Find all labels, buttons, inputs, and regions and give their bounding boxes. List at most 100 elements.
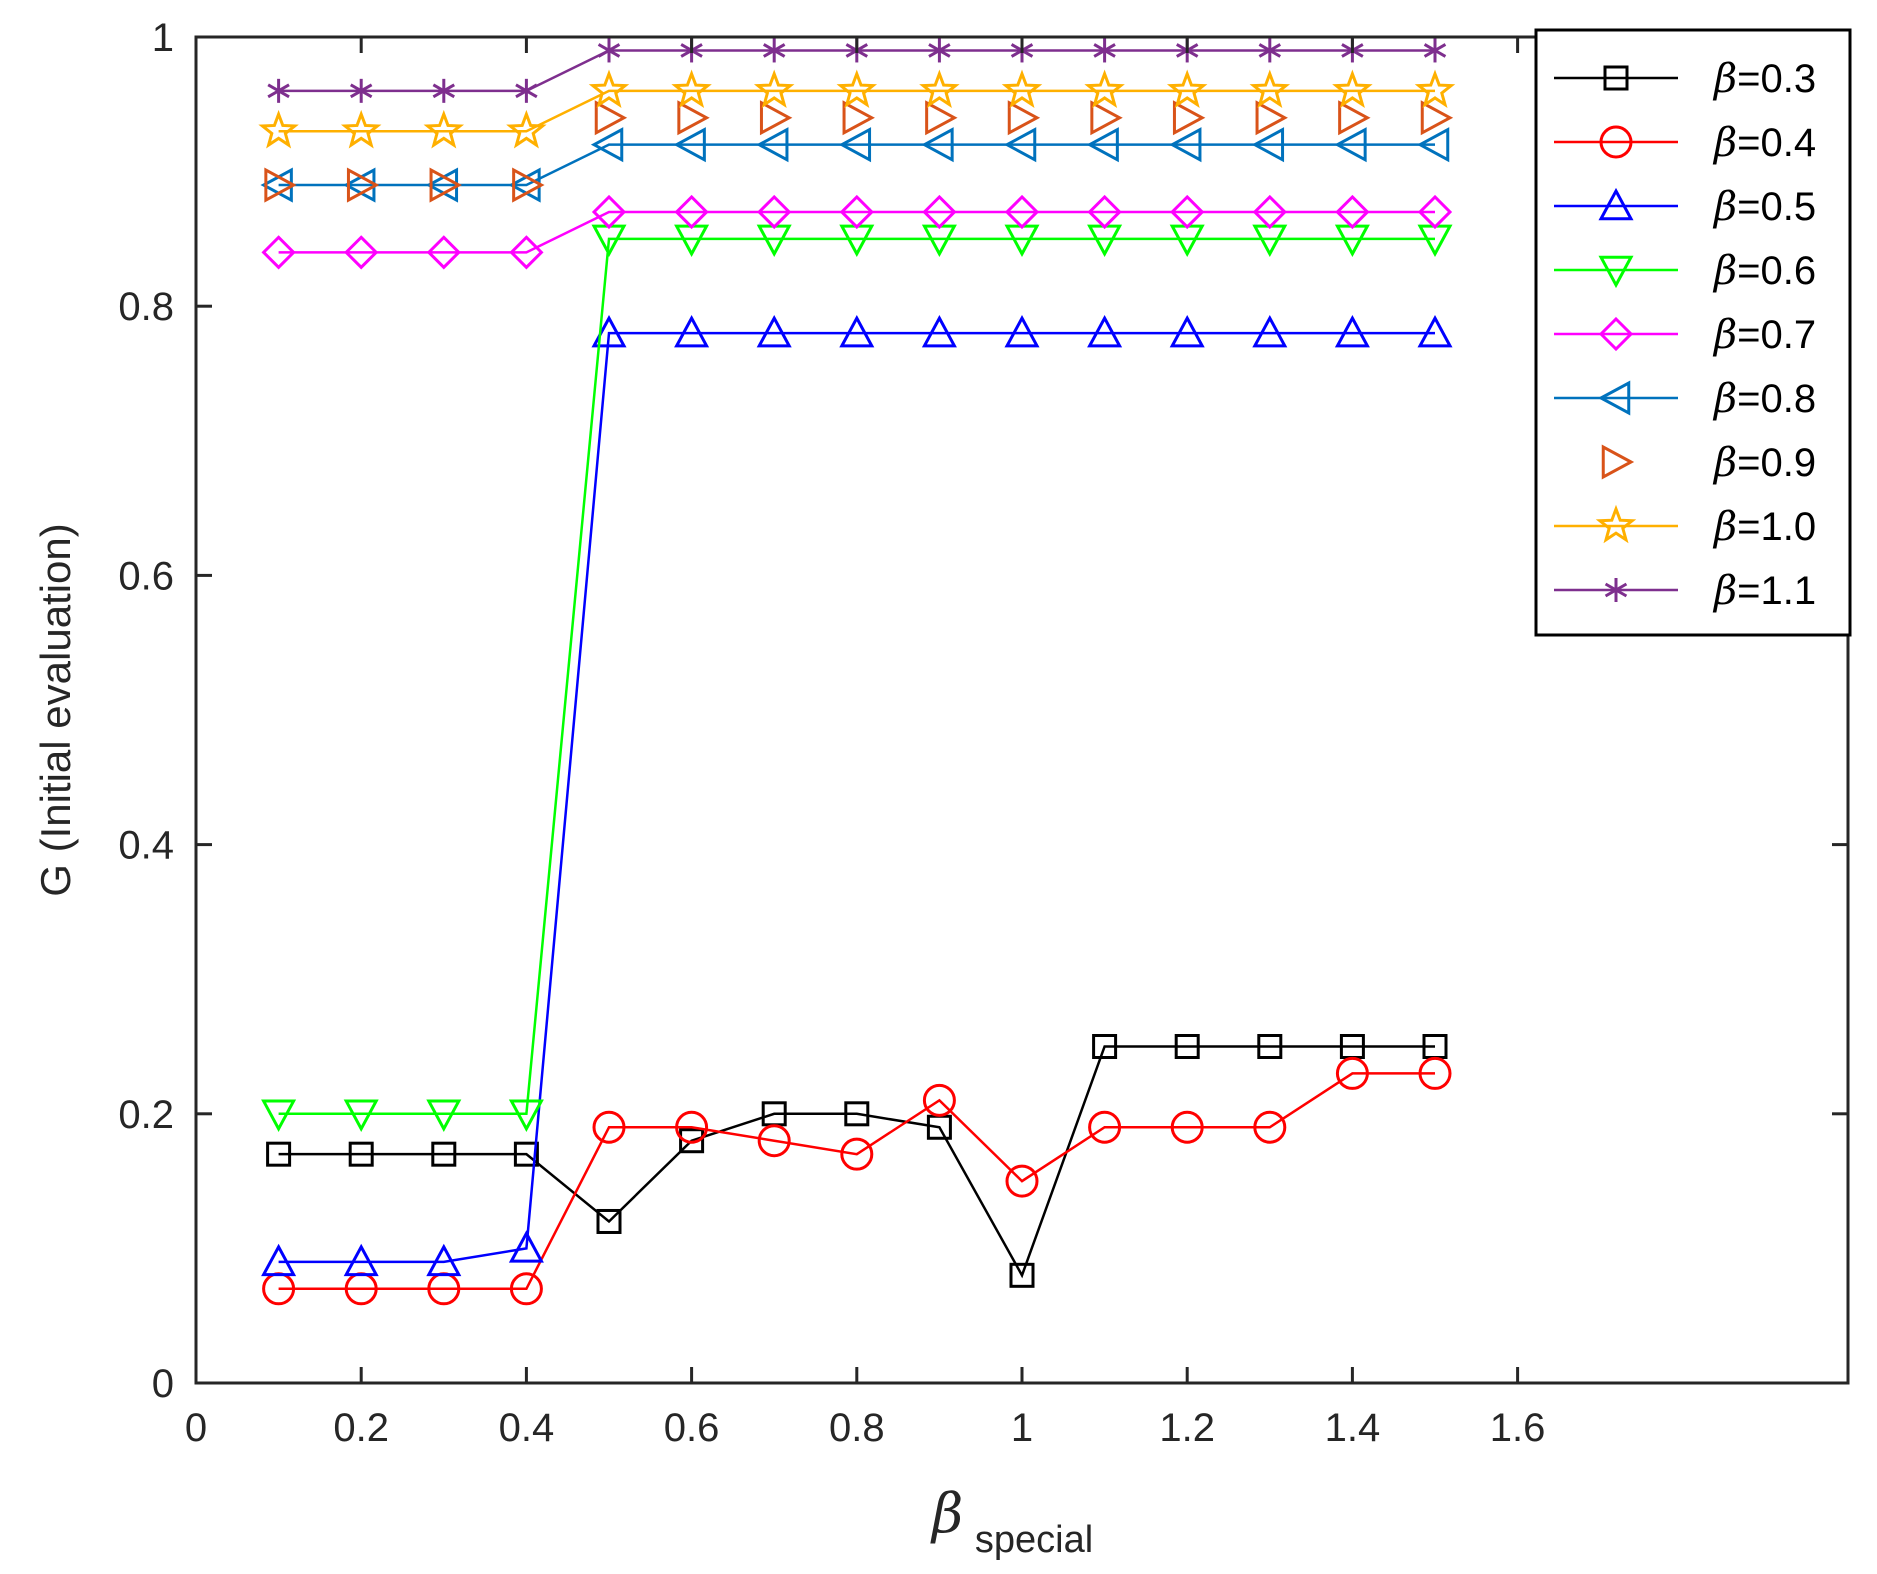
data-point xyxy=(350,78,373,103)
data-point xyxy=(674,194,709,230)
data-point xyxy=(756,127,789,163)
legend-label-symbol: β xyxy=(1712,568,1737,614)
data-point xyxy=(1170,1110,1204,1144)
legend-label-value: =0.3 xyxy=(1737,57,1816,101)
legend-item: β=0.5 xyxy=(1554,184,1816,230)
legend-label-symbol: β xyxy=(1712,376,1737,422)
x-tick-label: 1 xyxy=(1011,1406,1033,1450)
data-point xyxy=(508,1099,544,1132)
data-point xyxy=(1090,100,1123,136)
data-point xyxy=(1417,194,1453,230)
legend-item: β=1.1 xyxy=(1554,568,1816,614)
series-line xyxy=(278,1072,1435,1291)
y-tick-label: 1 xyxy=(152,16,174,60)
data-point-stroke xyxy=(1423,43,1447,58)
data-point xyxy=(592,1110,626,1144)
data-point xyxy=(925,100,958,136)
data-point xyxy=(840,1137,874,1171)
data-point xyxy=(591,194,627,230)
series-7 xyxy=(264,100,1454,203)
y-tick-label: 0 xyxy=(152,1362,174,1406)
data-point xyxy=(1088,1110,1122,1144)
data-point xyxy=(1004,314,1040,348)
legend-label: β=0.5 xyxy=(1712,184,1816,230)
data-point xyxy=(426,1099,462,1132)
data-point xyxy=(429,167,462,203)
y-tick-label: 0.2 xyxy=(118,1093,174,1137)
data-point xyxy=(432,78,455,103)
legend-label: β=1.0 xyxy=(1712,504,1816,550)
data-point xyxy=(340,109,382,149)
data-point xyxy=(839,314,875,348)
data-point xyxy=(1084,69,1125,109)
legend-item: β=0.7 xyxy=(1554,312,1816,358)
legend-label-value: =0.5 xyxy=(1737,185,1816,229)
legend-marker xyxy=(1598,187,1634,221)
x-tick-label: 1.2 xyxy=(1159,1406,1215,1450)
data-point xyxy=(1334,127,1367,163)
data-point xyxy=(1172,100,1206,136)
legend-label-value: =1.0 xyxy=(1737,505,1816,549)
legend-label: β=0.9 xyxy=(1712,440,1816,486)
data-point-stroke xyxy=(432,83,455,99)
series-2 xyxy=(262,1056,1452,1306)
data-point xyxy=(597,38,621,63)
data-point xyxy=(763,38,786,63)
legend-item: β=0.4 xyxy=(1554,120,1816,166)
series-3 xyxy=(261,314,1453,1277)
data-point xyxy=(674,314,710,348)
data-point xyxy=(1252,194,1287,230)
legend-label: β=0.7 xyxy=(1712,312,1816,358)
data-point xyxy=(1169,127,1202,163)
legend-item: β=0.9 xyxy=(1601,440,1816,486)
legend-label: β=0.6 xyxy=(1712,248,1816,294)
data-point xyxy=(1257,1034,1283,1059)
data-point xyxy=(1166,69,1208,109)
data-point xyxy=(266,1141,292,1167)
data-point xyxy=(844,1101,870,1127)
legend-item: β=0.3 xyxy=(1554,56,1816,102)
series-8 xyxy=(258,69,1456,149)
data-point xyxy=(1338,100,1371,136)
legend-label-symbol: β xyxy=(1712,120,1737,166)
data-point xyxy=(506,109,547,149)
x-axis-title: β special xyxy=(930,1482,1093,1561)
data-point xyxy=(590,127,624,163)
data-point xyxy=(671,69,712,109)
data-point xyxy=(515,78,538,103)
x-tick-label: 0.8 xyxy=(829,1406,885,1450)
legend-marker xyxy=(1604,578,1628,602)
legend-item: β=0.8 xyxy=(1554,376,1816,422)
x-axis-title-subscript: special xyxy=(975,1519,1093,1561)
data-point-stroke xyxy=(267,83,290,99)
axis-layer: 0 0.2 0.4 0.6 0.8 1 1.2 1.4 1.6 0 0.2 0.4 0.6 0.8 1 xyxy=(118,16,1848,1450)
legend-label-value: =0.4 xyxy=(1737,121,1816,165)
data-point xyxy=(757,194,792,230)
data-point xyxy=(673,127,706,163)
data-point xyxy=(512,167,545,203)
data-point xyxy=(1003,127,1037,163)
data-point xyxy=(1087,314,1123,348)
legend-label-value: =0.6 xyxy=(1737,249,1816,293)
data-point xyxy=(348,1141,374,1167)
data-point xyxy=(675,1110,709,1144)
data-point xyxy=(1335,194,1370,230)
data-point xyxy=(1252,314,1288,348)
legend-marker-stroke xyxy=(1604,582,1628,598)
data-point xyxy=(1253,1110,1287,1144)
data-point xyxy=(839,194,874,230)
series-layer xyxy=(258,38,1456,1306)
data-point-stroke xyxy=(515,83,538,99)
data-point-stroke xyxy=(1258,43,1281,58)
data-point xyxy=(346,167,380,203)
legend-item: β=1.0 xyxy=(1554,504,1816,550)
data-point xyxy=(1335,1056,1369,1090)
legend-label-value: =0.9 xyxy=(1737,441,1816,485)
data-point xyxy=(1255,100,1288,136)
data-point xyxy=(1416,127,1450,163)
data-point xyxy=(594,100,628,136)
data-point xyxy=(258,109,299,149)
data-point xyxy=(757,1124,791,1158)
data-point xyxy=(1093,38,1116,63)
